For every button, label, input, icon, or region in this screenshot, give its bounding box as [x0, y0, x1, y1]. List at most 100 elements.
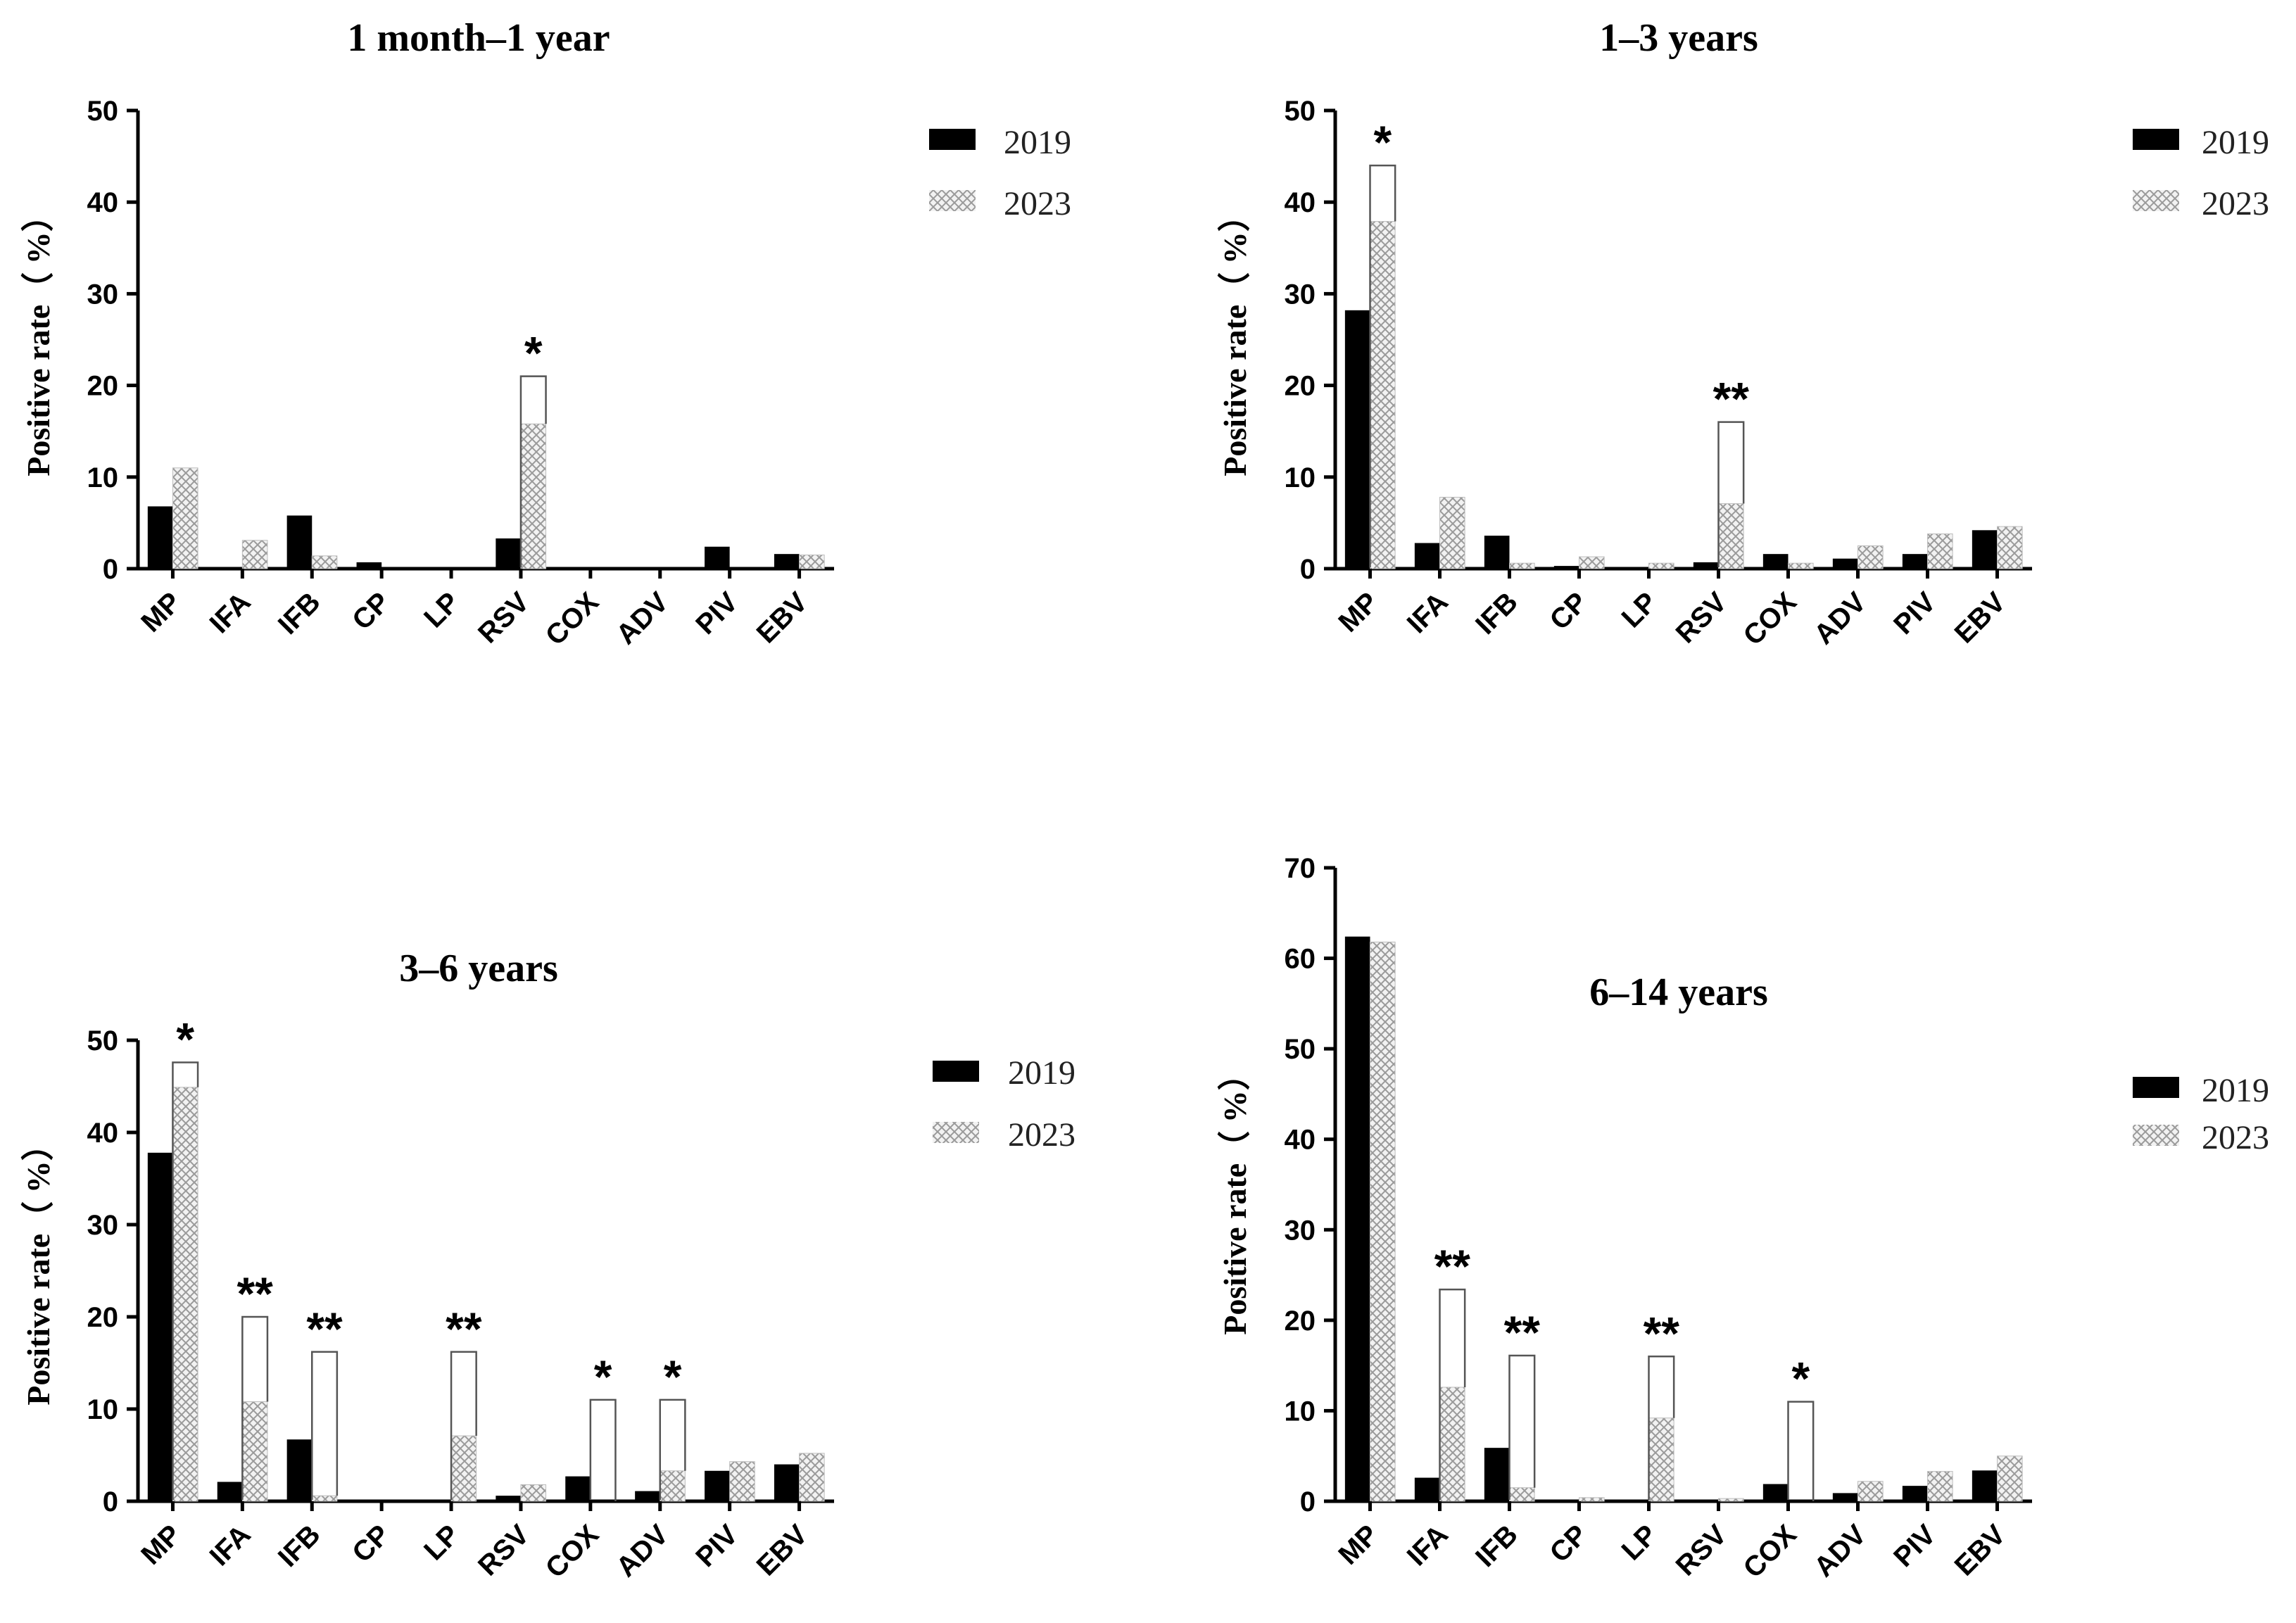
bar-2019-ifa [1414, 543, 1440, 569]
legend-swatch-2019 [2133, 1077, 2179, 1098]
y-tick-label: 50 [87, 1025, 119, 1056]
legend-swatch-2019 [2133, 129, 2179, 150]
x-tick-label-ifa: IFA [1401, 1519, 1454, 1572]
significance-label-lp: ** [1644, 1307, 1680, 1359]
bar-2023-cp [1579, 556, 1605, 569]
y-tick-label: 60 [1285, 944, 1316, 975]
bar-2023-ifa [241, 540, 268, 569]
bar-2023-adv [1857, 545, 1884, 569]
bar-2019-adv [1832, 558, 1858, 569]
significance-bracket-ifb [311, 1351, 339, 1500]
y-tick-label: 40 [1285, 1125, 1316, 1156]
legend-swatch-2019 [929, 129, 976, 150]
bar-2023-piv [1927, 533, 1953, 569]
bar-2019-piv [1902, 1486, 1928, 1501]
legend: 2019 2023 [929, 124, 1071, 222]
x-tick-label-ifb: IFB [1470, 1519, 1524, 1573]
y-tick-label: 40 [87, 1118, 119, 1149]
x-tick-label-ebv: EBV [1949, 1519, 2012, 1581]
y-tick-label: 0 [103, 1486, 118, 1517]
y-tick-label: 50 [87, 96, 119, 127]
bar-2023-adv [1857, 1481, 1884, 1502]
category-labels: MP IFA IFB CP LP RSV COX ADV PIV EBV [135, 569, 814, 652]
x-tick-label-piv: PIV [1888, 1519, 1942, 1573]
significance-bracket-ifa [241, 1315, 269, 1500]
bar-2019-ifa [217, 1482, 243, 1501]
bar-2023-rsv [1718, 1498, 1744, 1502]
legend-label-2019: 2019 [1004, 124, 1071, 161]
x-tick-label-lp: LP [418, 1519, 465, 1566]
bar-2023-rsv [520, 423, 547, 569]
bar-2019-rsv [496, 538, 521, 569]
significance-markers: **** *** [1434, 1240, 1815, 1501]
bar-2019-cox [1762, 554, 1789, 569]
bar-2019-ebv [1972, 530, 1998, 569]
bar-2019-adv [635, 1491, 660, 1501]
significance-bracket-mp [172, 1061, 199, 1500]
legend-swatch-2019 [933, 1061, 979, 1082]
bar-2023-mp [1370, 941, 1396, 1502]
legend: 2019 2023 [933, 1054, 1076, 1154]
x-tick-label-rsv: RSV [472, 586, 535, 649]
bar-2023-ifa [1439, 496, 1465, 569]
bar-2019-ebv [1972, 1470, 1998, 1501]
bar-2023-rsv [520, 1484, 547, 1502]
chart-panel-6-14-years: 6–14 years Positive rate（ %） 0 10 20 30 40 50… [1217, 853, 2269, 1584]
category-labels: MP IFA IFB CP LP RSV COX ADV PIV EBV [1332, 569, 2012, 652]
bar-2023-ebv [799, 1453, 825, 1502]
y-axis-label: Positive rate（ %） [1217, 1058, 1253, 1334]
bar-2023-ifb [311, 1495, 338, 1502]
x-tick-label-adv: ADV [1808, 586, 1872, 650]
legend-label-2023: 2023 [2202, 1119, 2269, 1156]
bar-2023-lp [1648, 1417, 1674, 1502]
x-tick-label-rsv: RSV [472, 1519, 535, 1581]
x-tick-label-piv: PIV [1888, 586, 1942, 640]
x-tick-label-piv: PIV [690, 586, 744, 640]
bar-2019-mp [1344, 310, 1370, 569]
x-tick-label-cp: CP [1544, 1519, 1593, 1568]
significance-bracket-cox [1787, 1401, 1815, 1501]
x-tick-label-ebv: EBV [751, 586, 814, 649]
bar-2019-mp [147, 1152, 173, 1501]
bar-2019-piv [705, 546, 730, 569]
significance-label-ifb: ** [306, 1303, 343, 1355]
legend-swatch-2023 [933, 1122, 979, 1143]
bar-2019-cox [1762, 1484, 1789, 1501]
bar-2023-ifb [1509, 562, 1535, 569]
significance-label-cox: * [594, 1351, 612, 1403]
x-tick-label-mp: MP [1332, 1519, 1384, 1571]
significance-label-mp: * [1373, 116, 1392, 168]
significance-bracket-ifa [1439, 1288, 1466, 1500]
bar-2023-lp [1648, 562, 1674, 569]
bar-2019-mp [147, 506, 173, 569]
legend: 2019 2023 [2133, 1072, 2269, 1156]
significance-markers: * [519, 327, 547, 567]
chart-panel-3-6-years: 3–6 years Positive rate（ %） 01020304050 … [20, 947, 1076, 1584]
legend: 2019 2023 [2133, 124, 2269, 222]
y-tick-label: 30 [1285, 279, 1316, 310]
y-tick-label: 30 [87, 1210, 119, 1241]
significance-label-rsv: ** [1713, 373, 1750, 425]
significance-markers: *** [1369, 116, 1750, 567]
significance-label-ifa: ** [1434, 1240, 1471, 1292]
bars [147, 423, 825, 569]
x-tick-label-ifa: IFA [204, 1519, 257, 1572]
significance-bracket-rsv [519, 375, 547, 567]
category-labels: MP IFA IFB CP LP RSV COX ADV PIV EBV [1332, 1501, 2012, 1584]
significance-bracket-mp [1369, 164, 1396, 567]
bar-2023-rsv [1718, 503, 1744, 569]
bar-2019-cox [565, 1476, 591, 1501]
bar-2023-mp [172, 467, 198, 569]
x-tick-label-piv: PIV [690, 1519, 744, 1573]
x-tick-label-ifb: IFB [272, 1519, 327, 1573]
x-tick-label-rsv: RSV [1670, 1519, 1733, 1581]
y-tick-label: 30 [87, 279, 119, 310]
y-tick-label: 10 [87, 1394, 119, 1425]
bar-2023-lp [450, 1435, 477, 1502]
bar-2019-ifa [1414, 1477, 1440, 1501]
x-tick-label-adv: ADV [610, 1519, 674, 1583]
bar-2023-ifb [1509, 1487, 1535, 1502]
significance-label-rsv: * [524, 327, 543, 379]
x-tick-label-ebv: EBV [751, 1519, 814, 1581]
